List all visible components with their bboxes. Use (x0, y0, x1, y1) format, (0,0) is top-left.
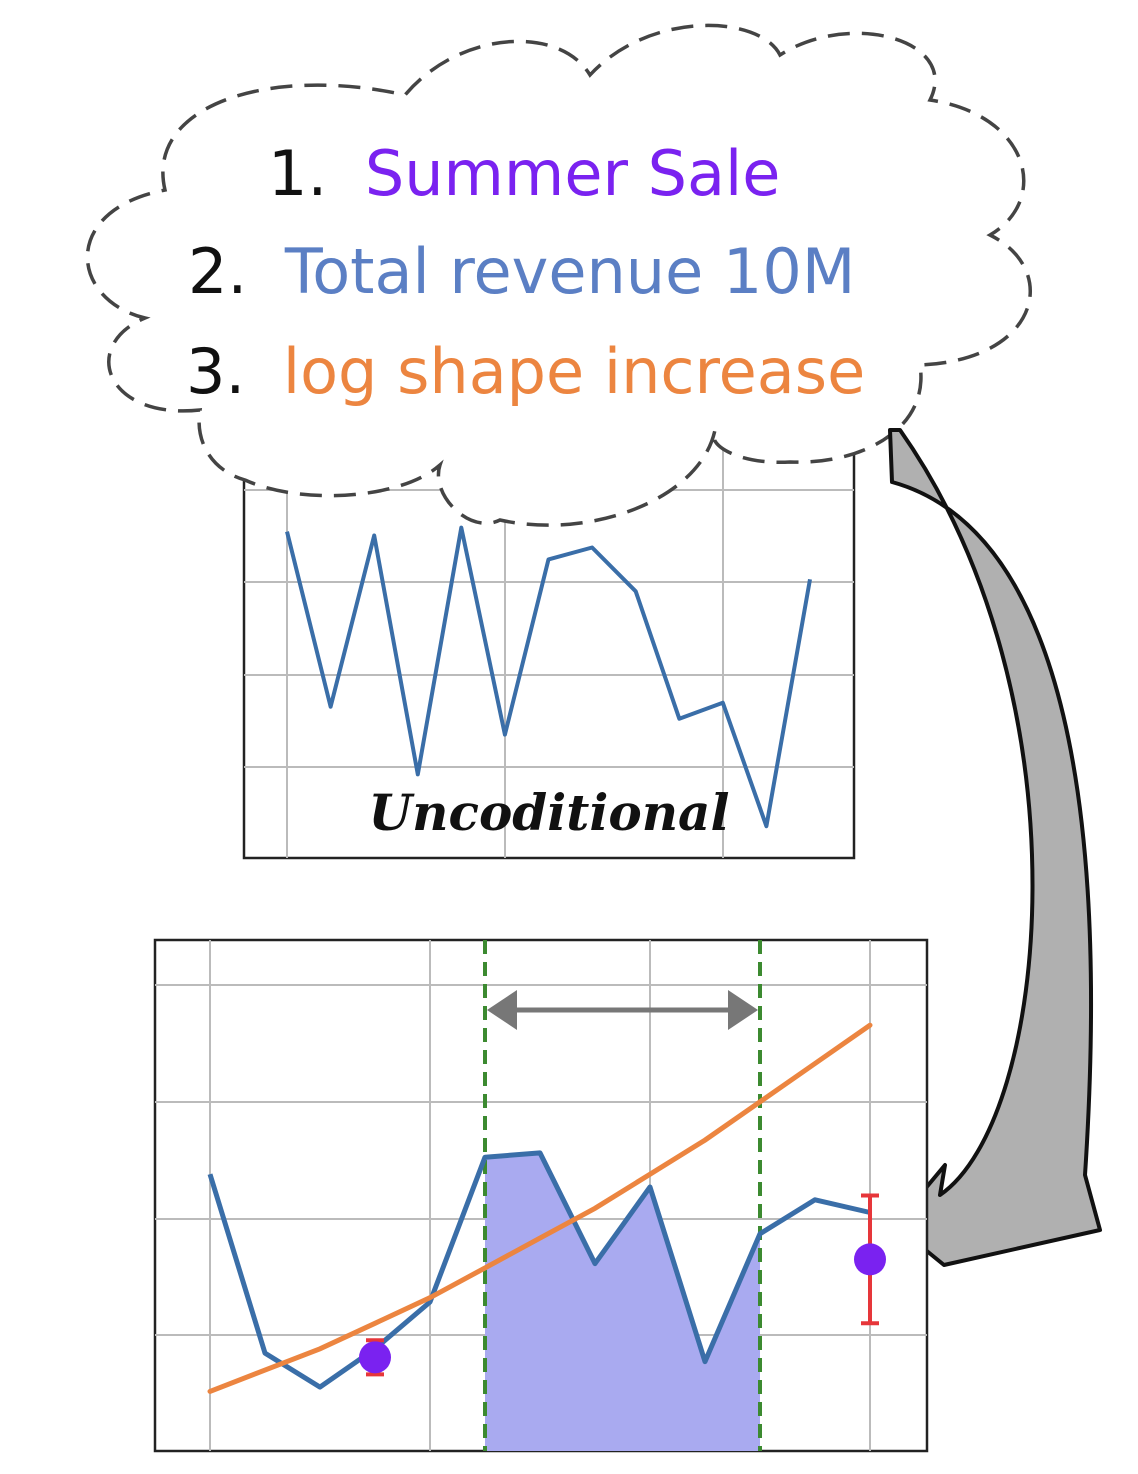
window-width-arrow (487, 990, 758, 1030)
cloud-item-1: 1. Summer Sale (268, 137, 780, 210)
cloud-item-3: 3. log shape increase (186, 335, 865, 408)
trend-curve (207, 1022, 873, 1394)
unconditional-label: Uncoditional (369, 783, 730, 842)
cloud-item-2: 2. Total revenue 10M (188, 235, 855, 308)
arrow-left-head (487, 990, 517, 1030)
cloud-item-text: Total revenue 10M (284, 235, 855, 308)
thought-cloud: 1. Summer Sale 2. Total revenue 10M 3. l… (85, 23, 1032, 527)
point-marker (854, 1243, 886, 1276)
svg-text:1. Summer Sale: 1. Summer Sale (268, 137, 780, 210)
cloud-item-text: Summer Sale (365, 137, 781, 210)
svg-text:2. Total revenue 10M: 2. Total revenue 10M (188, 235, 855, 308)
conditional-chart (153, 938, 929, 1453)
cloud-item-text: log shape increase (283, 335, 865, 408)
unconditional-series-line (285, 525, 812, 829)
svg-text:3. log shape increase: 3. log shape increase (186, 335, 865, 408)
point-marker (359, 1341, 391, 1374)
point-markers (359, 1193, 886, 1377)
cloud-item-number: 3. (186, 335, 245, 408)
arrow-right-head (728, 990, 758, 1030)
cloud-item-number: 2. (188, 235, 247, 308)
highlighted-area-fill (485, 1152, 760, 1451)
cloud-shape (85, 23, 1032, 527)
cloud-item-number: 1. (268, 137, 327, 210)
conditional-plot-area (155, 940, 927, 1451)
conditional-series-line (207, 1150, 871, 1390)
